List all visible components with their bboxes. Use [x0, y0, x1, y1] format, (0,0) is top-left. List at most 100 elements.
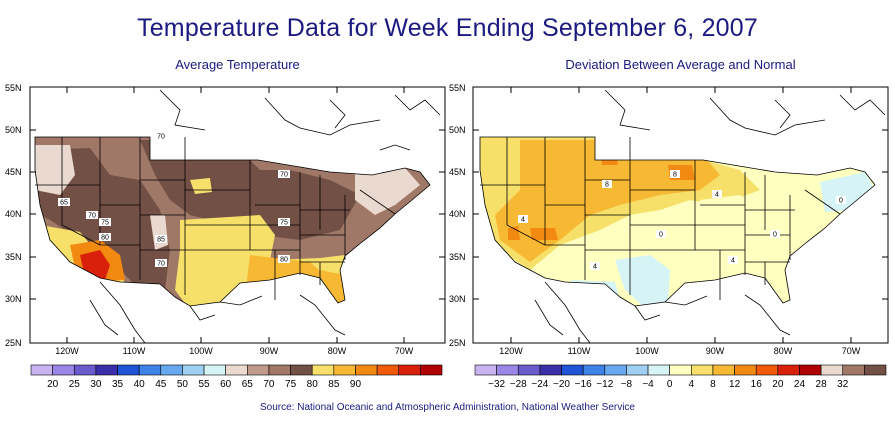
colorbar-label: 50	[177, 379, 189, 390]
lat-label: 25N	[449, 338, 466, 348]
left-colorbar: 20 25 30 35 40 45 50 55 60 65 70 75 80 85 90	[30, 364, 443, 390]
right-colorbar: −32 −28 −24 −20 −16 −12 −8 −4 0 4 8 12 16 20 24 28 32	[474, 364, 887, 390]
contour-label: 70	[88, 213, 96, 220]
lon-label: 70W	[842, 346, 861, 356]
right-state-lines	[479, 136, 876, 307]
colorbar-swatch	[30, 364, 53, 376]
colorbar-label: 12	[729, 379, 741, 390]
lon-label: 100W	[635, 346, 659, 356]
colorbar-swatch	[582, 364, 606, 376]
lat-label: 35N	[5, 252, 22, 262]
right-map-title: Deviation Between Average and Normal	[565, 57, 796, 72]
contour-label: 4	[593, 264, 597, 271]
colorbar-swatch	[376, 364, 400, 376]
contour-label: 65	[60, 200, 68, 207]
colorbar-label: 24	[794, 379, 806, 390]
colorbar-swatch	[777, 364, 800, 376]
contour-label: 80	[101, 235, 109, 242]
colorbar-label: −32	[488, 379, 505, 390]
colorbar-label: 75	[285, 379, 297, 390]
contour-label: 8	[673, 172, 677, 179]
colorbar-swatch	[182, 364, 205, 376]
colorbar-swatch	[225, 364, 248, 376]
colorbar-swatch	[669, 364, 692, 376]
colorbar-label: 25	[69, 379, 81, 390]
lon-label: 80W	[774, 346, 793, 356]
lon-label: 110W	[123, 346, 146, 356]
contour-label: 8	[605, 182, 609, 189]
colorbar-swatch	[647, 364, 670, 376]
lat-label: 45N	[449, 167, 466, 177]
colorbar-swatch	[52, 364, 75, 376]
lon-label: 70W	[395, 346, 414, 356]
colorbar-swatch	[203, 364, 226, 376]
colorbar-swatch	[496, 364, 519, 376]
lon-label: 90W	[260, 346, 279, 356]
lon-label: 90W	[706, 346, 725, 356]
colorbar-swatch	[561, 364, 584, 376]
colorbar-swatch	[691, 364, 714, 376]
lat-label: 55N	[5, 83, 22, 93]
contour-label: 75	[280, 220, 288, 227]
lat-label: 40N	[449, 209, 466, 219]
colorbar-swatch	[311, 364, 335, 376]
contour-label: 0	[839, 198, 843, 205]
colorbar-label: −20	[553, 379, 570, 390]
colorbar-swatch	[539, 364, 562, 376]
contour-label: 70	[280, 172, 288, 179]
colorbar-label: 65	[242, 379, 254, 390]
colorbar-label: 32	[837, 379, 849, 390]
lat-label: 50N	[449, 125, 466, 135]
colorbar-swatch	[398, 364, 421, 376]
colorbar-label: −28	[510, 379, 527, 390]
colorbar-swatch	[355, 364, 378, 376]
lat-label: 35N	[449, 252, 466, 262]
left-lon-labels: 120W 110W 100W 90W 80W 70W	[55, 346, 414, 356]
right-lat-labels: 55N 50N 45N 40N 35N 30N 25N	[449, 83, 466, 348]
colorbar-label: −24	[531, 379, 548, 390]
colorbar-swatch	[138, 364, 162, 376]
lat-label: 50N	[5, 125, 22, 135]
colorbar-swatch	[333, 364, 356, 376]
colorbar-swatch	[755, 364, 779, 376]
contour-label: 75	[101, 220, 109, 227]
colorbar-swatch	[626, 364, 649, 376]
colorbar-label: 85	[328, 379, 340, 390]
colorbar-swatch	[799, 364, 822, 376]
colorbar-label: −4	[642, 379, 654, 390]
lat-label: 40N	[5, 209, 22, 219]
colorbar-swatch	[117, 364, 140, 376]
colorbar-label: 70	[263, 379, 275, 390]
colorbar-label: −8	[621, 379, 633, 390]
colorbar-swatch	[864, 364, 887, 376]
contour-label: 4	[521, 217, 525, 224]
colorbar-swatch	[160, 364, 183, 376]
colorbar-swatch	[474, 364, 497, 376]
right-coastlines	[534, 89, 886, 344]
colorbar-swatch	[820, 364, 844, 376]
lat-label: 45N	[5, 167, 22, 177]
colorbar-label: 20	[772, 379, 784, 390]
colorbar-swatch	[604, 364, 627, 376]
lat-label: 55N	[449, 83, 466, 93]
lat-label: 25N	[5, 338, 22, 348]
colorbar-swatch	[420, 364, 443, 376]
colorbar-label: 20	[47, 379, 59, 390]
lon-label: 120W	[499, 346, 523, 356]
left-contour-labels: 70 70 65 70 75 80 85 70 75 80	[58, 132, 290, 268]
colorbar-label: 4	[689, 379, 695, 390]
right-map: 8 8 4 4 0 4 0 4 0 55N 50N 45N 40N 35N 30…	[449, 83, 889, 390]
lon-label: 110W	[568, 346, 591, 356]
colorbar-label: −12	[596, 379, 613, 390]
lat-label: 30N	[5, 294, 22, 304]
contour-label: 0	[659, 232, 663, 239]
contour-label: 85	[157, 237, 165, 244]
lon-label: 80W	[328, 346, 347, 356]
colorbar-swatch	[517, 364, 541, 376]
colorbar-swatch	[842, 364, 865, 376]
contour-label: 70	[157, 261, 165, 268]
colorbar-label: 60	[220, 379, 232, 390]
colorbar-label: 35	[112, 379, 124, 390]
contour-label: 4	[731, 258, 735, 265]
